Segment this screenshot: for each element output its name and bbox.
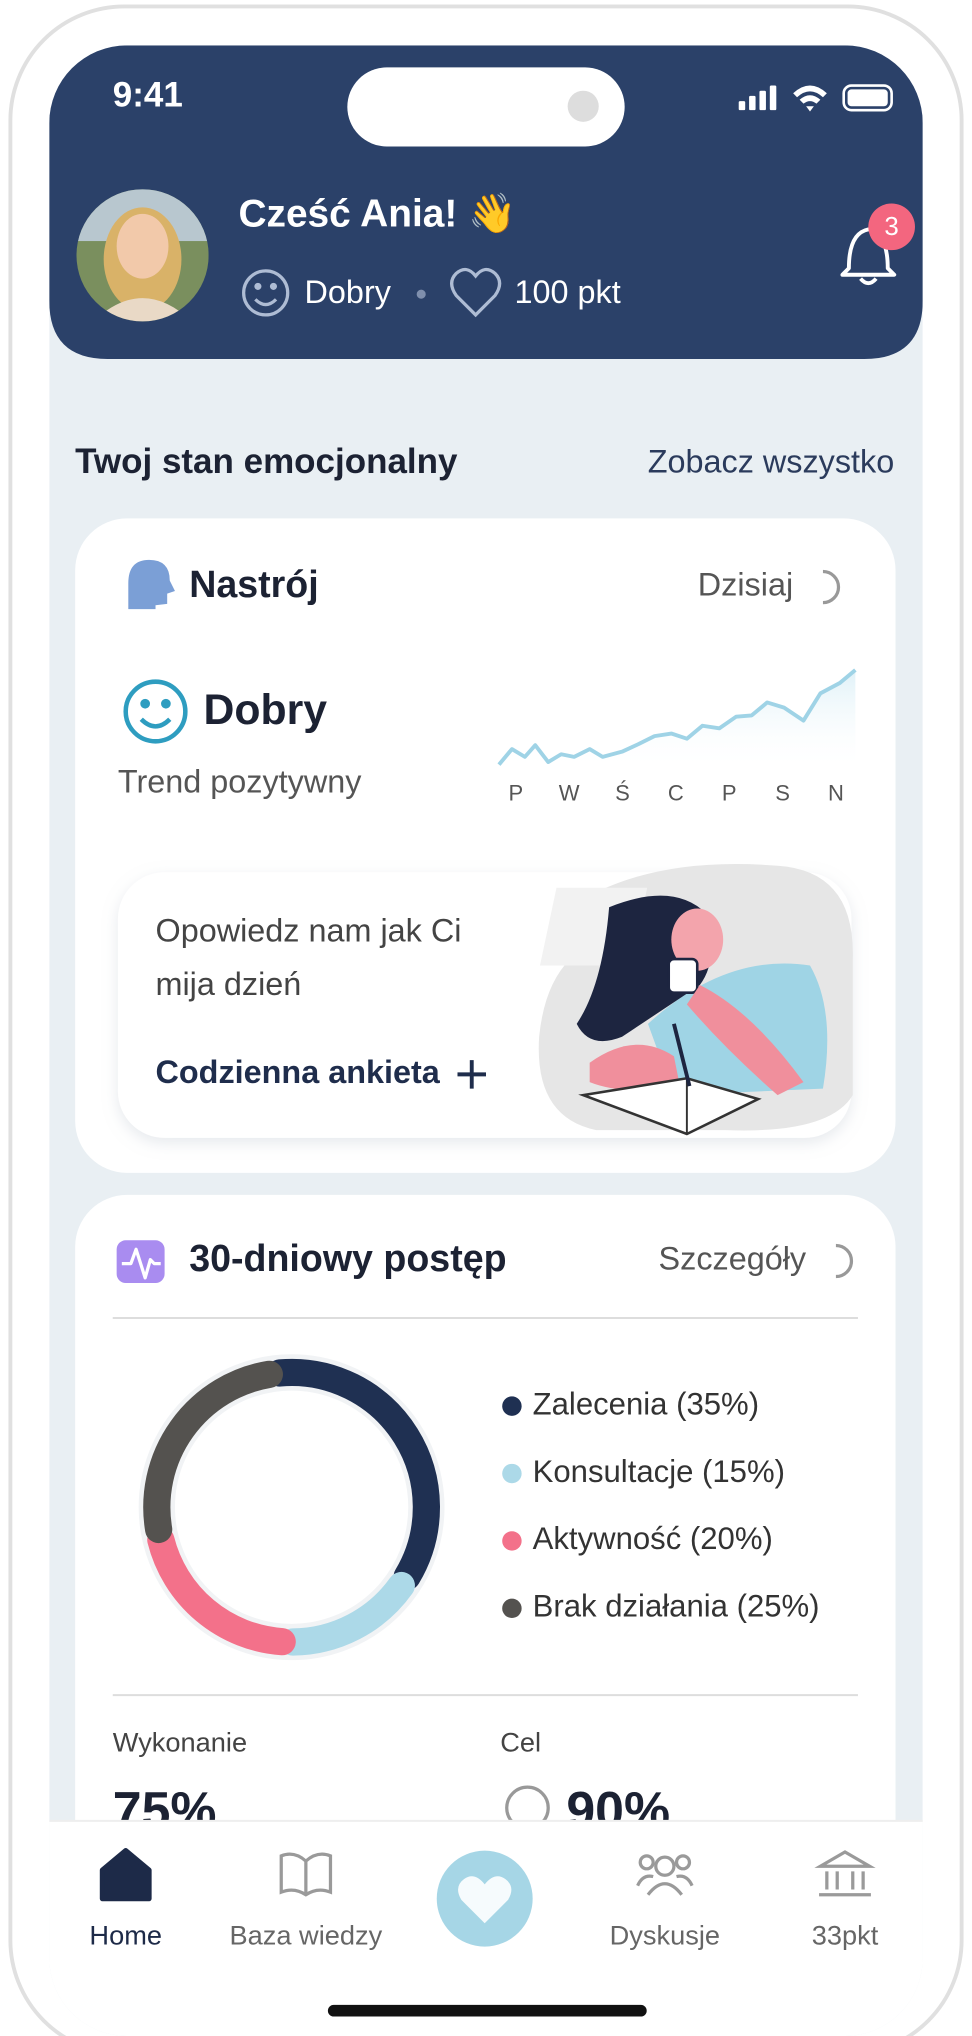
illustration (538, 863, 853, 1136)
legend-dot (502, 1463, 522, 1484)
section-title: Twoj stan emocjonalny (75, 442, 458, 481)
mood-value: Dobry (203, 686, 327, 734)
mood-card-title: Nastrój (189, 563, 318, 605)
section-link[interactable]: Zobacz wszystko (648, 444, 894, 480)
points-tab-icon[interactable] (814, 1850, 876, 1897)
stat-label: Cel (500, 1727, 541, 1758)
notifications-bell[interactable]: 3 (840, 203, 915, 286)
sparkline-area (498, 670, 856, 772)
camera (567, 90, 599, 122)
legend: Zalecenia (35%) Konsultacje (15%) Aktywnoś… (502, 1386, 820, 1624)
survey-action[interactable]: Codzienna ankieta (156, 1054, 441, 1090)
discussion-icon[interactable] (636, 1854, 694, 1896)
notification-badge (868, 203, 915, 251)
greeting: Cześć Ania! 👋 (238, 192, 516, 237)
weekday-label: P (508, 780, 523, 805)
mood-icon (242, 269, 290, 317)
weekday-label: N (828, 780, 844, 805)
points-icon (450, 267, 502, 318)
donut-segment (279, 1571, 415, 1656)
mood-card-period[interactable]: Dzisiaj (698, 567, 793, 603)
donut (143, 1358, 440, 1656)
plus-icon[interactable] (457, 1060, 486, 1089)
weekday-label: S (775, 780, 790, 805)
donut-segment (143, 1360, 283, 1544)
dynamic-island (347, 67, 625, 147)
mood-trend: Trend pozytywny (118, 764, 362, 800)
book-icon[interactable] (279, 1852, 333, 1897)
legend-label: Konsultacje (15%) (533, 1454, 785, 1489)
separator-dot (416, 289, 426, 299)
legend-dot (502, 1396, 522, 1416)
details-arrow[interactable] (835, 1243, 854, 1279)
tab-label[interactable]: 33pkt (812, 1920, 879, 1951)
home-indicator (327, 2004, 647, 2017)
legend-dot (502, 1531, 522, 1551)
center-button-icon[interactable] (458, 1876, 512, 1924)
legend-dot (502, 1598, 522, 1619)
legend-label: Brak działania (25%) (533, 1589, 820, 1624)
donut-segment (147, 1526, 296, 1656)
progress-icon-pulse (121, 1247, 161, 1280)
period-arrow[interactable] (822, 569, 841, 605)
legend-label: Aktywność (20%) (533, 1521, 773, 1556)
tab-label[interactable]: Baza wiedzy (229, 1920, 382, 1951)
tab-label[interactable]: Home (89, 1920, 162, 1951)
sparkline (497, 668, 857, 766)
weekday-label: W (559, 780, 580, 805)
header-background (49, 45, 923, 359)
weekday-label: Ś (615, 780, 630, 805)
stat-label: Wykonanie (113, 1727, 247, 1758)
legend-label: Zalecenia (35%) (533, 1386, 759, 1421)
progress-card (75, 1194, 896, 2025)
weekday-label: P (722, 780, 737, 805)
donut-segment (266, 1358, 440, 1591)
mood-smiley (123, 679, 188, 744)
header-mood: Dobry (305, 274, 392, 310)
survey-prompt-line: mija dzień (156, 966, 302, 1002)
status-icons (738, 84, 893, 112)
tab-label[interactable]: Dyskusje (610, 1920, 720, 1951)
survey-prompt-line: Opowiedz nam jak Ci (156, 913, 462, 949)
head-icon (128, 559, 175, 610)
progress-title: 30-dniowy postęp (189, 1237, 506, 1279)
progress-link[interactable]: Szczegóły (659, 1241, 807, 1277)
notification-count: 3 (884, 213, 898, 241)
header-points: 100 pkt (515, 274, 621, 310)
home-icon[interactable] (99, 1848, 152, 1902)
weekday-label: C (668, 780, 684, 805)
status-time: 9:41 (113, 75, 183, 114)
